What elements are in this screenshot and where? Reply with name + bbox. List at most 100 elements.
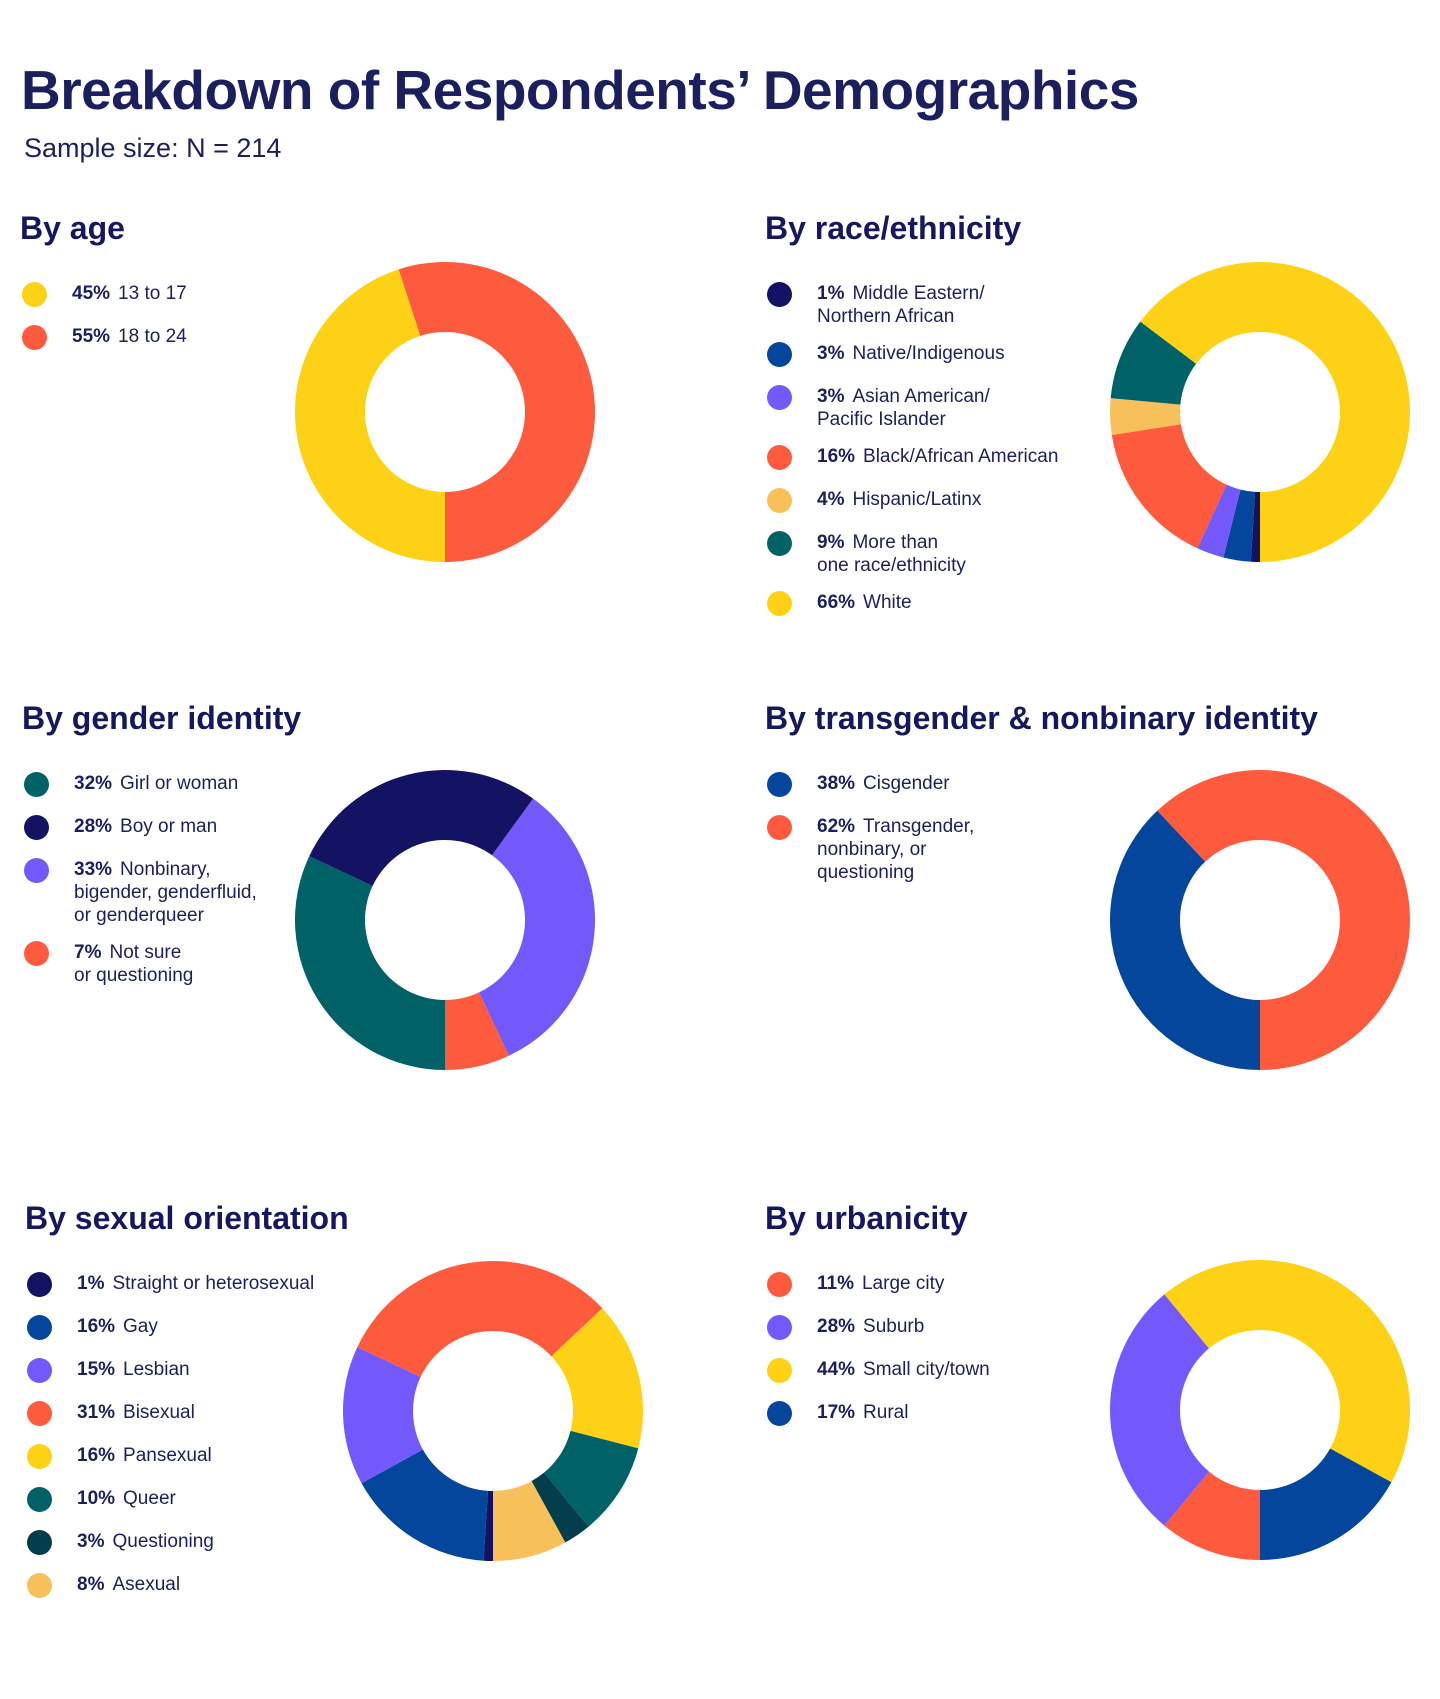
legend-item: 16% Black/African American	[767, 445, 1087, 471]
donut-slice	[1164, 1471, 1260, 1560]
legend-label: Bisexual	[123, 1402, 195, 1423]
panel-title: By urbanicity	[765, 1200, 968, 1236]
legend-text: 66% White	[817, 591, 1087, 614]
legend-swatch	[767, 282, 792, 307]
legend-item: 8% Asexual	[27, 1573, 347, 1599]
legend-percent: 7%	[74, 942, 102, 963]
legend-text: 38% Cisgender	[817, 772, 1087, 795]
donut-slice	[357, 1261, 603, 1377]
legend: 38% Cisgender 62% Transgender, nonbinary, o…	[767, 772, 1087, 898]
legend-text: 16% Gay	[77, 1315, 347, 1338]
panel-urbanicity: By urbanicity 11% Large city 28% Suburb 44% S…	[765, 1200, 1440, 1680]
legend-label: Straight or heterosexual	[112, 1273, 315, 1294]
legend-swatch	[27, 1444, 52, 1469]
legend-text: 10% Queer	[77, 1487, 347, 1510]
legend-swatch	[27, 1573, 52, 1598]
donut-chart	[1110, 770, 1410, 1070]
legend-text: 16% Pansexual	[77, 1444, 347, 1467]
legend-item: 11% Large city	[767, 1272, 1087, 1298]
legend-percent: 17%	[817, 1402, 856, 1423]
legend-text: 3% Native/Indigenous	[817, 342, 1087, 365]
legend-item: 10% Queer	[27, 1487, 347, 1513]
legend-percent: 8%	[77, 1574, 105, 1595]
legend-swatch	[27, 1272, 52, 1297]
legend-item: 1% Straight or heterosexual	[27, 1272, 347, 1298]
legend-item: 62% Transgender, nonbinary, or questionin…	[767, 815, 1087, 884]
panel-title: By transgender & nonbinary identity	[765, 700, 1318, 736]
donut-slice	[1110, 1294, 1210, 1526]
legend-label: Girl or woman	[120, 773, 239, 794]
donut-slice	[1140, 262, 1410, 562]
legend-swatch	[767, 591, 792, 616]
legend-item: 7% Not sure or questioning	[24, 941, 344, 987]
donut-slice	[1157, 770, 1410, 1070]
donut-slice	[551, 1308, 643, 1449]
legend-label: Suburb	[863, 1316, 925, 1337]
legend-label: Questioning	[112, 1531, 214, 1552]
donut-slice	[1164, 1260, 1410, 1483]
panel-race-ethnicity: By race/ethnicity 1% Middle Eastern/ Nort…	[765, 210, 1440, 690]
legend-label: Middle Eastern/ Northern African	[817, 283, 985, 327]
legend-text: 16% Black/African American	[817, 445, 1087, 468]
panel-title: By race/ethnicity	[765, 210, 1022, 246]
legend-swatch	[767, 385, 792, 410]
donut-slice	[1223, 489, 1256, 562]
legend-text: 17% Rural	[817, 1401, 1087, 1424]
donut-slice	[294, 269, 445, 562]
legend-swatch	[767, 445, 792, 470]
legend-item: 31% Bisexual	[27, 1401, 347, 1427]
legend-item: 33% Nonbinary, bigender, genderfluid, or …	[24, 858, 344, 927]
legend-percent: 3%	[817, 343, 845, 364]
legend-swatch	[767, 1358, 792, 1383]
legend-swatch	[27, 1315, 52, 1340]
legend-label: White	[863, 592, 912, 613]
legend-text: 7% Not sure or questioning	[74, 941, 344, 987]
legend-swatch	[767, 1272, 792, 1297]
legend-text: 9% More than one race/ethnicity	[817, 531, 1087, 577]
legend-text: 33% Nonbinary, bigender, genderfluid, or …	[74, 858, 344, 927]
legend-label: Asexual	[112, 1574, 181, 1595]
legend-percent: 10%	[77, 1488, 116, 1509]
legend-item: 3% Asian American/ Pacific Islander	[767, 385, 1087, 431]
legend-percent: 55%	[72, 326, 111, 347]
legend-percent: 31%	[77, 1402, 116, 1423]
legend-item: 55% 18 to 24	[22, 325, 342, 351]
donut-slice	[479, 798, 595, 1056]
legend-label: Black/African American	[863, 446, 1059, 467]
legend: 1% Middle Eastern/ Northern African 3% Nati…	[767, 282, 1087, 634]
legend-item: 32% Girl or woman	[24, 772, 344, 798]
legend-item: 15% Lesbian	[27, 1358, 347, 1384]
legend-item: 3% Native/Indigenous	[767, 342, 1087, 368]
legend-swatch	[24, 941, 49, 966]
legend-percent: 62%	[817, 816, 856, 837]
legend-swatch	[767, 815, 792, 840]
legend-label: 13 to 17	[118, 283, 187, 304]
legend-item: 3% Questioning	[27, 1530, 347, 1556]
legend-item: 17% Rural	[767, 1401, 1087, 1427]
legend-label: Hispanic/Latinx	[852, 489, 982, 510]
legend-item: 45% 13 to 17	[22, 282, 342, 308]
legend-percent: 16%	[817, 446, 856, 467]
legend-percent: 32%	[74, 773, 113, 794]
legend-item: 28% Boy or man	[24, 815, 344, 841]
panel-gender-identity: By gender identity 32% Girl or woman 28% Bo…	[22, 700, 722, 1180]
legend-label: More than one race/ethnicity	[817, 532, 966, 576]
donut-slice	[1111, 424, 1227, 549]
legend-percent: 66%	[817, 592, 856, 613]
legend-swatch	[767, 1401, 792, 1426]
legend-text: 1% Straight or heterosexual	[77, 1272, 347, 1295]
legend-percent: 3%	[817, 386, 845, 407]
donut-slice	[398, 262, 595, 562]
legend-percent: 4%	[817, 489, 845, 510]
legend-swatch	[27, 1487, 52, 1512]
legend-text: 55% 18 to 24	[72, 325, 342, 348]
panel-title: By age	[20, 210, 125, 246]
legend-item: 9% More than one race/ethnicity	[767, 531, 1087, 577]
legend-item: 38% Cisgender	[767, 772, 1087, 798]
legend-text: 3% Questioning	[77, 1530, 347, 1553]
legend-item: 44% Small city/town	[767, 1358, 1087, 1384]
legend-label: Queer	[123, 1488, 176, 1509]
legend: 1% Straight or heterosexual 16% Gay 15% Lesbi…	[27, 1272, 347, 1616]
donut-slice	[483, 1490, 493, 1561]
legend-swatch	[767, 1315, 792, 1340]
